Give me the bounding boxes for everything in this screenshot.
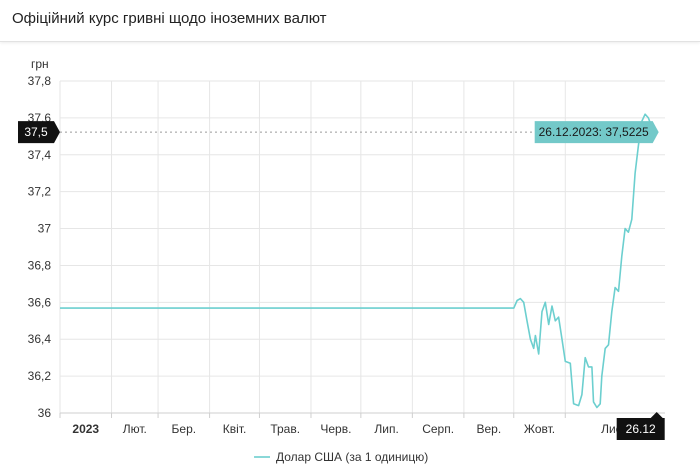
chart-header: Офіційний курс гривні щодо іноземних вал… [0, 0, 700, 42]
x-date-marker: 26.12 [616, 412, 665, 440]
y-tick-label: 37,8 [28, 74, 52, 88]
x-axis: 2023 Лют. Бер. Квіт. Трав. Черв. Лип. Серп. Вер.… [59, 412, 665, 436]
x-tick-label: Лип. [374, 422, 398, 436]
x-tick-label: Квіт. [223, 422, 247, 436]
x-tick-label: 2023 [72, 422, 99, 436]
y-tick-label: 36 [38, 406, 52, 420]
x-tick-label: Трав. [270, 422, 300, 436]
y-tick-label: 37,4 [28, 148, 52, 162]
y-tick-label: 37,2 [28, 185, 52, 199]
y-tick-label: 36,2 [28, 369, 52, 383]
y-axis-label: грн [31, 57, 49, 71]
page-title: Офіційний курс гривні щодо іноземних вал… [12, 10, 327, 27]
y-tick-label: 37 [38, 222, 52, 236]
tooltip-bg [534, 121, 659, 144]
y-tick-label: 36,6 [28, 295, 52, 309]
y-tick-label: 36,4 [28, 332, 52, 346]
legend-label-usd: Долар США (за 1 одиницю) [276, 450, 428, 464]
y-value-marker-bg [18, 121, 60, 144]
x-tick-label: Лют. [123, 422, 147, 436]
series-line-usd[interactable] [60, 113, 658, 409]
y-value-marker-label: 37,5 [24, 125, 48, 139]
x-tick-label: Серп. [422, 422, 454, 436]
x-tick-label: Бер. [172, 422, 197, 436]
x-tick-label: Черв. [320, 422, 351, 436]
tooltip: 26.12.2023: 37,5225 [534, 121, 659, 144]
x-tick-label: Вер. [476, 422, 501, 436]
x-date-marker-bg [616, 412, 665, 440]
legend[interactable]: Долар США (за 1 одиницю) [254, 450, 428, 464]
y-value-marker: 37,5 [18, 121, 60, 144]
tooltip-text: 26.12.2023: 37,5225 [539, 125, 649, 139]
x-date-marker-label: 26.12 [626, 422, 656, 436]
y-tick-label: 36,8 [28, 258, 52, 272]
x-tick-label: Жовт. [524, 422, 555, 436]
